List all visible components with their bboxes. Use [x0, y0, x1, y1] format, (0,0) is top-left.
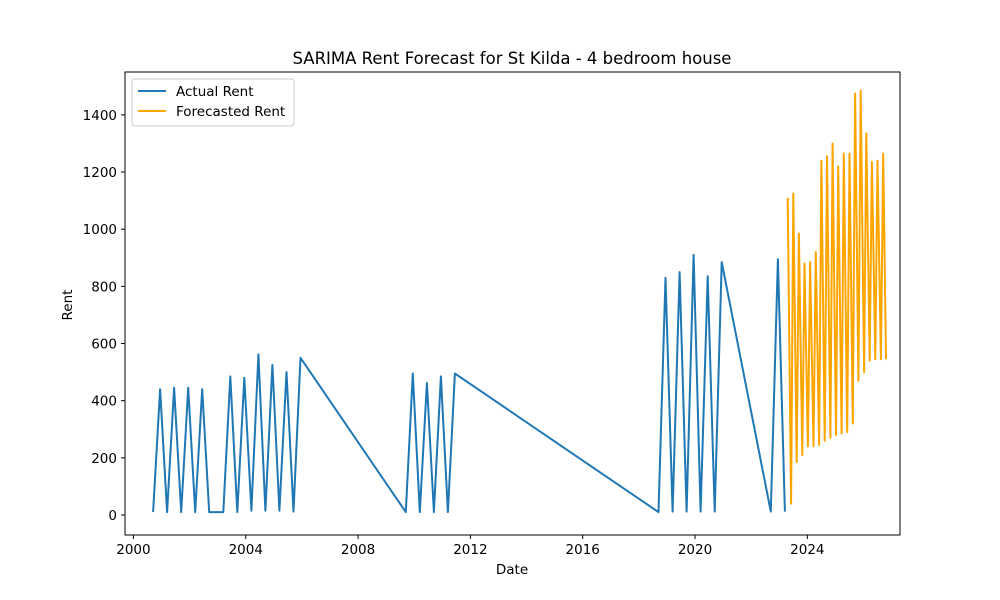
x-axis-label: Date — [496, 562, 528, 578]
y-tick-label: 200 — [91, 451, 117, 467]
y-tick-label: 800 — [91, 279, 117, 295]
x-tick-label: 2012 — [453, 542, 487, 558]
y-tick-label: 1200 — [83, 165, 117, 181]
chart-title: SARIMA Rent Forecast for St Kilda - 4 be… — [293, 49, 732, 68]
y-tick-label: 1000 — [83, 222, 117, 238]
x-tick-label: 2024 — [790, 542, 824, 558]
legend-label-0: Actual Rent — [176, 84, 254, 100]
y-tick-label: 400 — [91, 394, 117, 410]
x-tick-label: 2000 — [116, 542, 150, 558]
series-line-0 — [152, 253, 786, 514]
legend-label-1: Forecasted Rent — [176, 104, 285, 120]
y-tick-label: 600 — [91, 337, 117, 353]
legend: Actual Rent Forecasted Rent — [131, 78, 295, 127]
axes-layer: 2000 2004 2008 2012 2016 2020 2024 0 200 400 600 80… — [83, 71, 901, 558]
legend-box — [131, 78, 295, 127]
series-layer — [152, 89, 887, 514]
x-tick-label: 2016 — [566, 542, 600, 558]
series-line-1 — [786, 89, 887, 505]
y-tick-label: 0 — [108, 508, 117, 524]
y-tick-label: 1400 — [83, 108, 117, 124]
x-tick-label: 2020 — [678, 542, 712, 558]
x-tick-label: 2008 — [341, 542, 375, 558]
plot-frame — [124, 71, 901, 536]
y-axis-label: Rent — [60, 290, 76, 321]
x-tick-label: 2004 — [229, 542, 263, 558]
